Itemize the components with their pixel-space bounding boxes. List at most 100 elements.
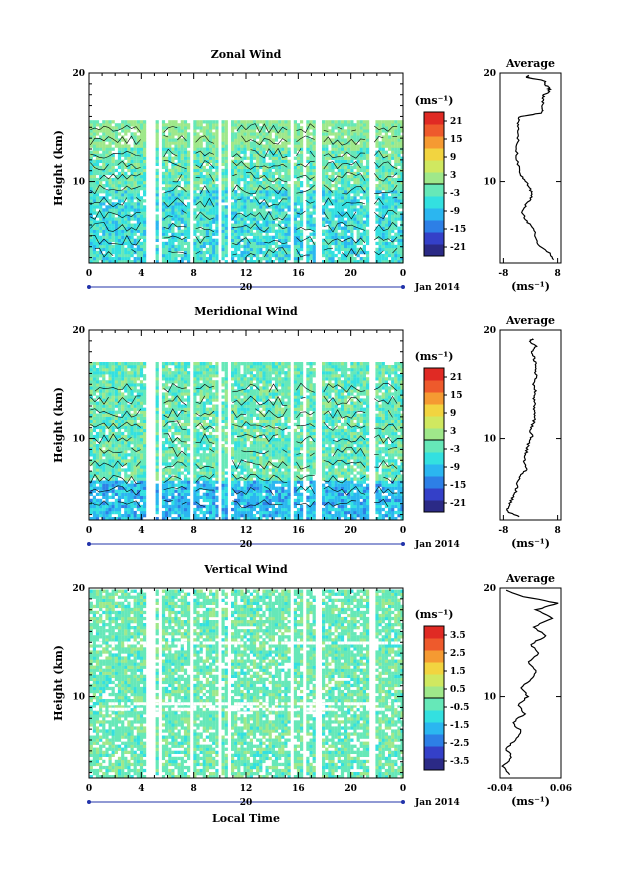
heatmap-cell xyxy=(306,169,309,172)
heatmap-cell xyxy=(313,233,316,236)
heatmap-cell xyxy=(162,405,165,408)
heatmap-cell xyxy=(253,221,256,224)
heatmap-cell xyxy=(256,242,259,245)
heatmap-cell xyxy=(215,245,218,248)
heatmap-cell xyxy=(222,211,225,214)
heatmap-cell xyxy=(134,444,137,447)
heatmap-cell xyxy=(93,405,96,408)
heatmap-cell xyxy=(109,132,112,135)
heatmap-cell xyxy=(162,426,165,429)
heatmap-cell xyxy=(341,123,344,126)
x-tick-label: 16 xyxy=(292,269,305,279)
heatmap-cell xyxy=(375,217,378,220)
heatmap-cell xyxy=(115,450,118,453)
heatmap-cell xyxy=(102,453,105,456)
heatmap-cell xyxy=(209,211,212,214)
heatmap-cell xyxy=(124,248,127,251)
heatmap-cell xyxy=(379,157,382,160)
heatmap-cell xyxy=(181,138,184,141)
heatmap-cell xyxy=(174,496,177,499)
heatmap-cell xyxy=(275,163,278,166)
heatmap-cell xyxy=(140,508,143,511)
heatmap-cell xyxy=(382,175,385,178)
heatmap-cell xyxy=(143,465,146,468)
heatmap-cell xyxy=(90,248,93,251)
heatmap-cell xyxy=(350,166,353,169)
heatmap-cell xyxy=(99,217,102,220)
heatmap-cell xyxy=(115,502,118,505)
heatmap-cell xyxy=(247,157,250,160)
heatmap-cell xyxy=(234,205,237,208)
heatmap-cell xyxy=(109,233,112,236)
heatmap-cell xyxy=(215,242,218,245)
heatmap-cell xyxy=(385,132,388,135)
heatmap-cell xyxy=(162,132,165,135)
heatmap-cell xyxy=(363,169,366,172)
heatmap-cell xyxy=(93,456,96,459)
heatmap-cell xyxy=(165,514,168,517)
heatmap-cell xyxy=(347,135,350,138)
heatmap-cell xyxy=(174,141,177,144)
heatmap-cell xyxy=(131,383,134,386)
heatmap-cell xyxy=(353,126,356,129)
heatmap-cell xyxy=(168,444,171,447)
heatmap-cell xyxy=(284,141,287,144)
heatmap-cell xyxy=(165,230,168,233)
heatmap-cell xyxy=(278,214,281,217)
heatmap-cell xyxy=(99,169,102,172)
heatmap-cell xyxy=(121,230,124,233)
heatmap-cell xyxy=(105,221,108,224)
heatmap-cell xyxy=(102,441,105,444)
heatmap-cell xyxy=(134,453,137,456)
heatmap-cell xyxy=(143,447,146,450)
heatmap-cell xyxy=(300,145,303,148)
heatmap-cell xyxy=(391,148,394,151)
heatmap-cell xyxy=(121,120,124,123)
heatmap-cell xyxy=(310,205,313,208)
heatmap-cell xyxy=(124,120,127,123)
heatmap-cell xyxy=(379,169,382,172)
heatmap-cell xyxy=(262,190,265,193)
heatmap-cell xyxy=(121,441,124,444)
heatmap-cell xyxy=(269,257,272,260)
heatmap-cell xyxy=(137,392,140,395)
heatmap-cell xyxy=(375,132,378,135)
heatmap-cell xyxy=(184,175,187,178)
heatmap-cell xyxy=(244,202,247,205)
heatmap-cell xyxy=(394,154,397,157)
heatmap-cell xyxy=(156,374,159,377)
heatmap-cell xyxy=(281,211,284,214)
heatmap-cell xyxy=(335,248,338,251)
heatmap-cell xyxy=(215,214,218,217)
heatmap-cell xyxy=(322,199,325,202)
heatmap-cell xyxy=(391,141,394,144)
heatmap-cell xyxy=(143,251,146,254)
heatmap-cell xyxy=(215,233,218,236)
heatmap-cell xyxy=(203,169,206,172)
heatmap-cell xyxy=(115,236,118,239)
heatmap-cell xyxy=(240,199,243,202)
heatmap-cell xyxy=(379,233,382,236)
heatmap-cell xyxy=(331,138,334,141)
heatmap-cell xyxy=(131,438,134,441)
heatmap-cell xyxy=(344,148,347,151)
heatmap-cell xyxy=(322,172,325,175)
heatmap-cell xyxy=(165,224,168,227)
heatmap-cell xyxy=(240,217,243,220)
heatmap-cell xyxy=(171,135,174,138)
heatmap-cell xyxy=(237,202,240,205)
heatmap-cell xyxy=(90,129,93,132)
heatmap-cell xyxy=(118,196,121,199)
heatmap-cell xyxy=(397,254,400,257)
heatmap-cell xyxy=(93,371,96,374)
heatmap-cell xyxy=(247,230,250,233)
heatmap-cell xyxy=(231,202,234,205)
heatmap-cell xyxy=(344,145,347,148)
heatmap-cell xyxy=(284,123,287,126)
heatmap-cell xyxy=(121,377,124,380)
heatmap-cell xyxy=(118,151,121,154)
heatmap-cell xyxy=(335,151,338,154)
heatmap-cell xyxy=(388,230,391,233)
heatmap-cell xyxy=(203,166,206,169)
average-x-label: (ms⁻¹) xyxy=(511,280,550,293)
